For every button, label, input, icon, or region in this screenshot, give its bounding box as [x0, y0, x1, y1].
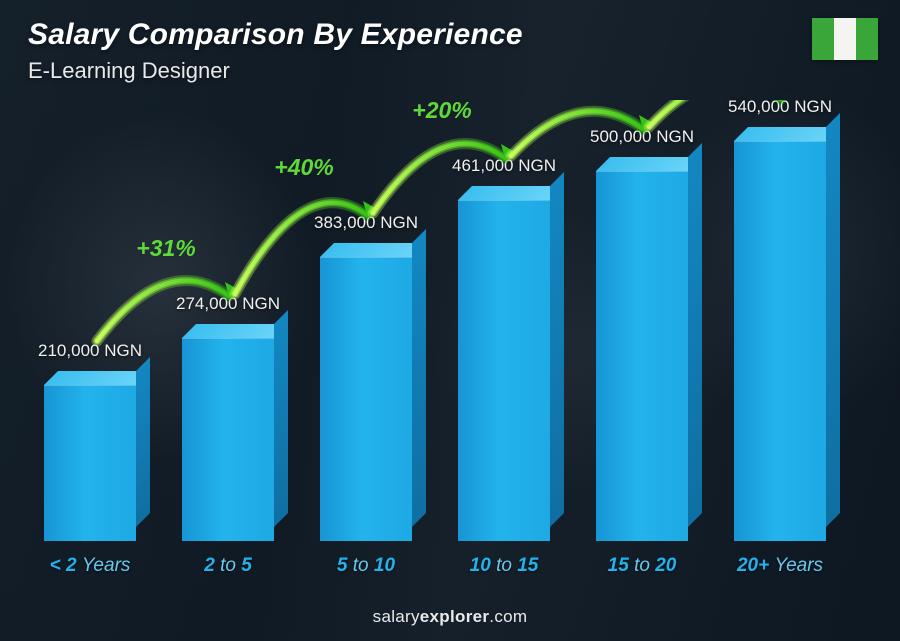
- bar-top-face: [596, 157, 702, 171]
- salary-bar-chart: 210,000 NGN 274,000 NGN 383,000 NGN 461,…: [30, 100, 840, 569]
- bar-top-face: [734, 127, 840, 141]
- page-title: Salary Comparison By Experience: [28, 18, 523, 52]
- flag-nigeria: [812, 18, 878, 60]
- x-axis-label: 10 to 15: [444, 555, 564, 577]
- source-attribution: salaryexplorer.com: [0, 607, 900, 627]
- bar: 500,000 NGN: [596, 171, 688, 541]
- bar-top-face: [182, 324, 288, 338]
- bars-container: 210,000 NGN 274,000 NGN 383,000 NGN 461,…: [30, 100, 840, 541]
- x-axis-label: 5 to 10: [306, 555, 426, 577]
- x-axis-label: < 2 Years: [30, 555, 150, 577]
- bar-side-face: [550, 172, 564, 527]
- bar: 461,000 NGN: [458, 200, 550, 541]
- footer-suffix: .com: [489, 607, 527, 626]
- bar-front-face: [458, 200, 550, 541]
- bar: 383,000 NGN: [320, 257, 412, 541]
- bar-slot: 540,000 NGN: [720, 141, 840, 541]
- bar-side-face: [688, 143, 702, 527]
- bar-slot: 461,000 NGN: [444, 200, 564, 541]
- flag-stripe-mid: [834, 18, 856, 60]
- page-subtitle: E-Learning Designer: [28, 58, 230, 84]
- bar: 274,000 NGN: [182, 338, 274, 541]
- bar: 210,000 NGN: [44, 385, 136, 541]
- bar-top-face: [320, 243, 426, 257]
- bar-value-label: 210,000 NGN: [38, 341, 142, 361]
- flag-stripe-left: [812, 18, 834, 60]
- bar-top-face: [458, 186, 564, 200]
- flag-stripe-right: [856, 18, 878, 60]
- infographic-stage: Salary Comparison By Experience E-Learni…: [0, 0, 900, 641]
- bar: 540,000 NGN: [734, 141, 826, 541]
- bar-side-face: [136, 357, 150, 527]
- bar-value-label: 461,000 NGN: [452, 156, 556, 176]
- bar-front-face: [596, 171, 688, 541]
- bar-value-label: 540,000 NGN: [728, 97, 832, 117]
- x-axis-label: 15 to 20: [582, 555, 702, 577]
- x-axis-label: 20+ Years: [720, 555, 840, 577]
- bar-front-face: [734, 141, 826, 541]
- bar-slot: 500,000 NGN: [582, 171, 702, 541]
- footer-bold: explorer: [420, 607, 490, 626]
- bar-slot: 210,000 NGN: [30, 385, 150, 541]
- bar-slot: 383,000 NGN: [306, 257, 426, 541]
- bar-front-face: [44, 385, 136, 541]
- bar-value-label: 274,000 NGN: [176, 294, 280, 314]
- bar-value-label: 383,000 NGN: [314, 213, 418, 233]
- x-axis-label: 2 to 5: [168, 555, 288, 577]
- x-axis-labels: < 2 Years 2 to 5 5 to 10 10 to 15 15 to 20 20…: [30, 555, 840, 577]
- bar-front-face: [320, 257, 412, 541]
- bar-side-face: [274, 310, 288, 527]
- bar-top-face: [44, 371, 150, 385]
- bar-value-label: 500,000 NGN: [590, 127, 694, 147]
- bar-side-face: [412, 229, 426, 527]
- bar-slot: 274,000 NGN: [168, 338, 288, 541]
- bar-side-face: [826, 113, 840, 527]
- bar-front-face: [182, 338, 274, 541]
- footer-prefix: salary: [373, 607, 420, 626]
